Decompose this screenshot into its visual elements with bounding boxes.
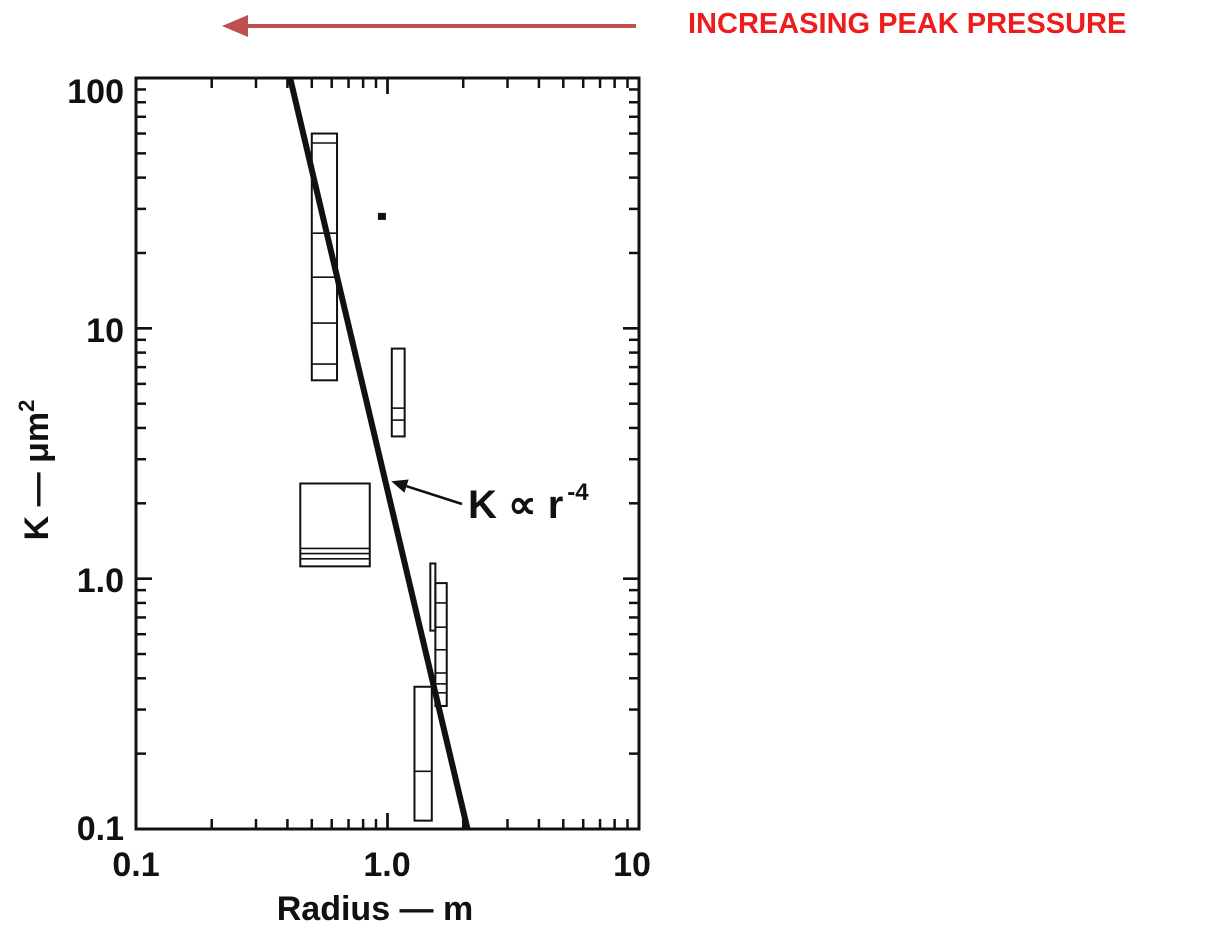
fit-label: K ∝ r -4	[468, 479, 589, 527]
data-box-outline	[299, 482, 371, 568]
y-axis-title: K — μm2	[14, 400, 56, 541]
banner: INCREASING PEAK PRESSURE	[222, 8, 1126, 40]
data-point	[377, 212, 386, 220]
tick-marks	[134, 76, 641, 831]
fit-annotation-arrow-head	[391, 479, 409, 493]
y-tick-label: 0.1	[77, 810, 124, 848]
fit-label-exponent: -4	[567, 479, 589, 506]
data-box	[390, 347, 406, 438]
x-tick-label: 1.0	[363, 846, 410, 884]
y-tick-label: 1.0	[77, 562, 124, 600]
data-boxes	[299, 132, 448, 822]
y-axis-title-main: K — μm	[18, 412, 56, 540]
x-tick-labels: 0.1 1.0 10	[112, 846, 651, 884]
data-box-outline	[310, 132, 339, 382]
data-box	[299, 482, 371, 568]
data-box-outline	[413, 685, 433, 822]
data-box	[413, 685, 433, 822]
fit-annotation-arrow-shaft	[406, 484, 463, 506]
data-points	[377, 212, 386, 220]
y-tick-label: 10	[86, 312, 124, 350]
y-axis-title-superscript: 2	[14, 400, 39, 412]
banner-arrow-head	[222, 15, 248, 37]
y-tick-label: 100	[67, 73, 124, 111]
x-tick-label: 0.1	[112, 846, 159, 884]
x-tick-label: 10	[613, 846, 651, 884]
data-box-outline	[390, 347, 406, 438]
data-box	[310, 132, 339, 382]
plot-frame	[134, 76, 641, 831]
y-tick-labels: 0.1 1.0 10 100	[67, 73, 124, 848]
banner-text: INCREASING PEAK PRESSURE	[688, 8, 1126, 40]
fit-line	[287, 77, 471, 830]
fit-label-main: K ∝ r	[468, 483, 563, 527]
x-axis-title: Radius — m	[277, 890, 473, 927]
